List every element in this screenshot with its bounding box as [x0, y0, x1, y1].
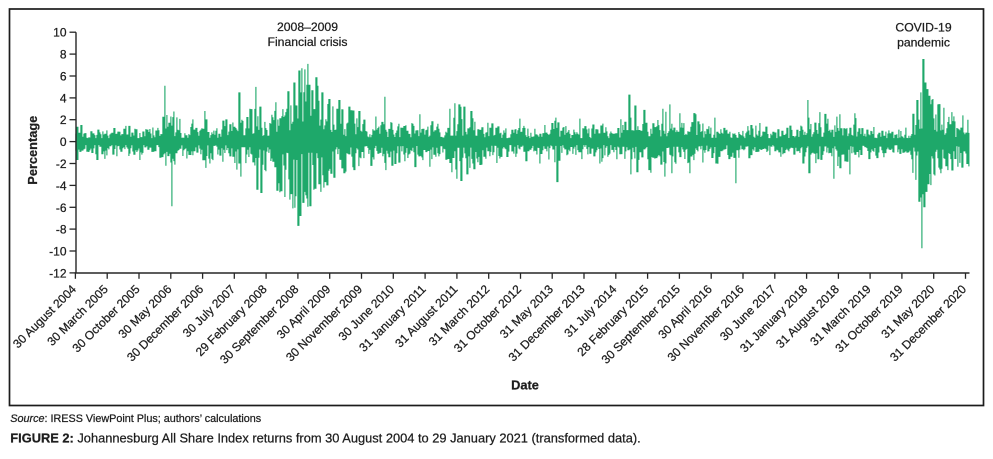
svg-text:-4: -4	[56, 179, 67, 193]
svg-text:8: 8	[60, 48, 67, 62]
svg-text:FIGURE 2: Johannesburg All Sha: FIGURE 2: Johannesburg All Share Index r…	[10, 431, 640, 446]
svg-text:4: 4	[60, 91, 67, 105]
svg-text:-6: -6	[56, 201, 67, 215]
svg-text:10: 10	[53, 26, 67, 40]
svg-text:0: 0	[60, 135, 67, 149]
svg-text:2008–2009: 2008–2009	[277, 20, 338, 34]
svg-text:-10: -10	[49, 245, 67, 259]
svg-text:Date: Date	[511, 378, 539, 393]
svg-text:COVID-19: COVID-19	[895, 21, 951, 35]
svg-text:2: 2	[60, 113, 67, 127]
svg-text:6: 6	[60, 70, 67, 84]
svg-text:Financial crisis: Financial crisis	[268, 35, 348, 49]
svg-text:-2: -2	[56, 157, 67, 171]
svg-text:Source: IRESS ViewPoint Plus;: Source: IRESS ViewPoint Plus; authors’ c…	[10, 413, 261, 425]
svg-text:-12: -12	[49, 266, 67, 280]
svg-text:Percentage: Percentage	[25, 116, 40, 185]
svg-text:pandemic: pandemic	[897, 36, 950, 50]
svg-text:-8: -8	[56, 223, 67, 237]
